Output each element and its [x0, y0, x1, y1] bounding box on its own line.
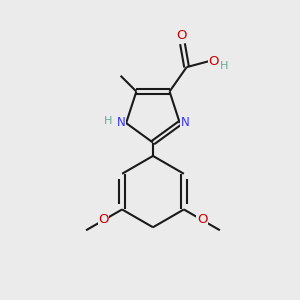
Text: N: N: [116, 116, 125, 129]
Text: N: N: [181, 116, 190, 129]
Text: O: O: [197, 213, 208, 226]
Text: H: H: [220, 61, 229, 70]
Text: O: O: [176, 29, 186, 42]
Text: O: O: [98, 213, 109, 226]
Text: H: H: [103, 116, 112, 126]
Text: O: O: [208, 55, 219, 68]
